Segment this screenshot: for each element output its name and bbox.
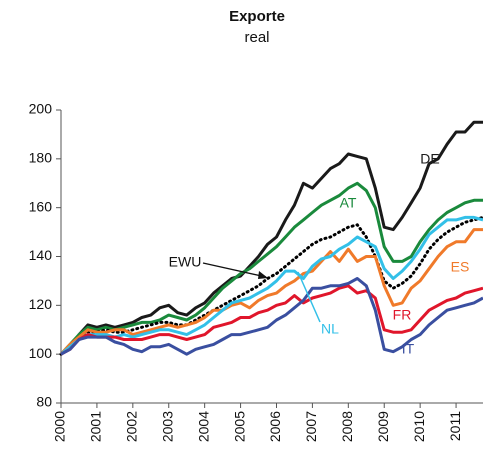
- series-line: [60, 284, 483, 356]
- arrow-head: [258, 271, 268, 279]
- x-tick-label: 2008: [339, 411, 355, 442]
- series-line: [60, 215, 483, 356]
- x-tick-label: 2011: [447, 411, 463, 441]
- x-tick-label: 2004: [195, 411, 211, 442]
- y-tick-label: 140: [29, 247, 53, 263]
- series-label: FR: [393, 307, 412, 323]
- series-line: [60, 277, 483, 356]
- x-tick-label: 2006: [267, 411, 283, 442]
- chart-subtitle: real: [244, 29, 269, 46]
- x-tick-label: 2003: [159, 411, 175, 442]
- y-tick-label: 120: [29, 296, 53, 312]
- chart-title: Exporte: [229, 8, 285, 25]
- series-label: AT: [340, 195, 357, 211]
- x-tick-label: 2000: [52, 411, 68, 442]
- y-tick-label: 100: [29, 345, 53, 361]
- label-pointer: [297, 271, 321, 323]
- y-tick-label: 160: [29, 198, 53, 214]
- y-tick-label: 80: [36, 394, 52, 410]
- series-line: [59, 181, 483, 356]
- series-line: [60, 120, 483, 356]
- series-label: ES: [451, 259, 470, 275]
- series-label: NL: [321, 321, 339, 337]
- x-tick-label: 2005: [231, 411, 247, 442]
- y-tick-label: 200: [29, 101, 53, 117]
- series-line: [59, 215, 483, 356]
- x-tick-label: 2002: [124, 411, 140, 442]
- series-label: DE: [420, 151, 439, 167]
- y-tick-label: 180: [29, 150, 53, 166]
- x-tick-label: 2001: [88, 411, 104, 442]
- x-tick-label: 2009: [375, 411, 391, 442]
- series-label: EWU: [169, 254, 202, 270]
- series-label: IT: [402, 341, 415, 357]
- series-line: [59, 228, 483, 356]
- label-pointer: [202, 262, 267, 278]
- x-tick-label: 2007: [303, 411, 319, 442]
- x-tick-label: 2010: [411, 411, 427, 442]
